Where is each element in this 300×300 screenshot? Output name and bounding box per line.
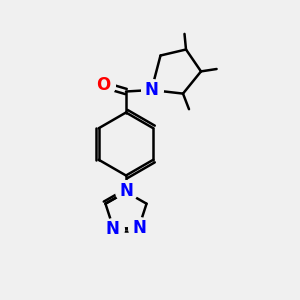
Text: N: N xyxy=(145,81,158,99)
Text: N: N xyxy=(132,219,146,237)
Text: N: N xyxy=(119,182,133,200)
Text: O: O xyxy=(96,76,111,94)
Text: N: N xyxy=(106,220,120,238)
